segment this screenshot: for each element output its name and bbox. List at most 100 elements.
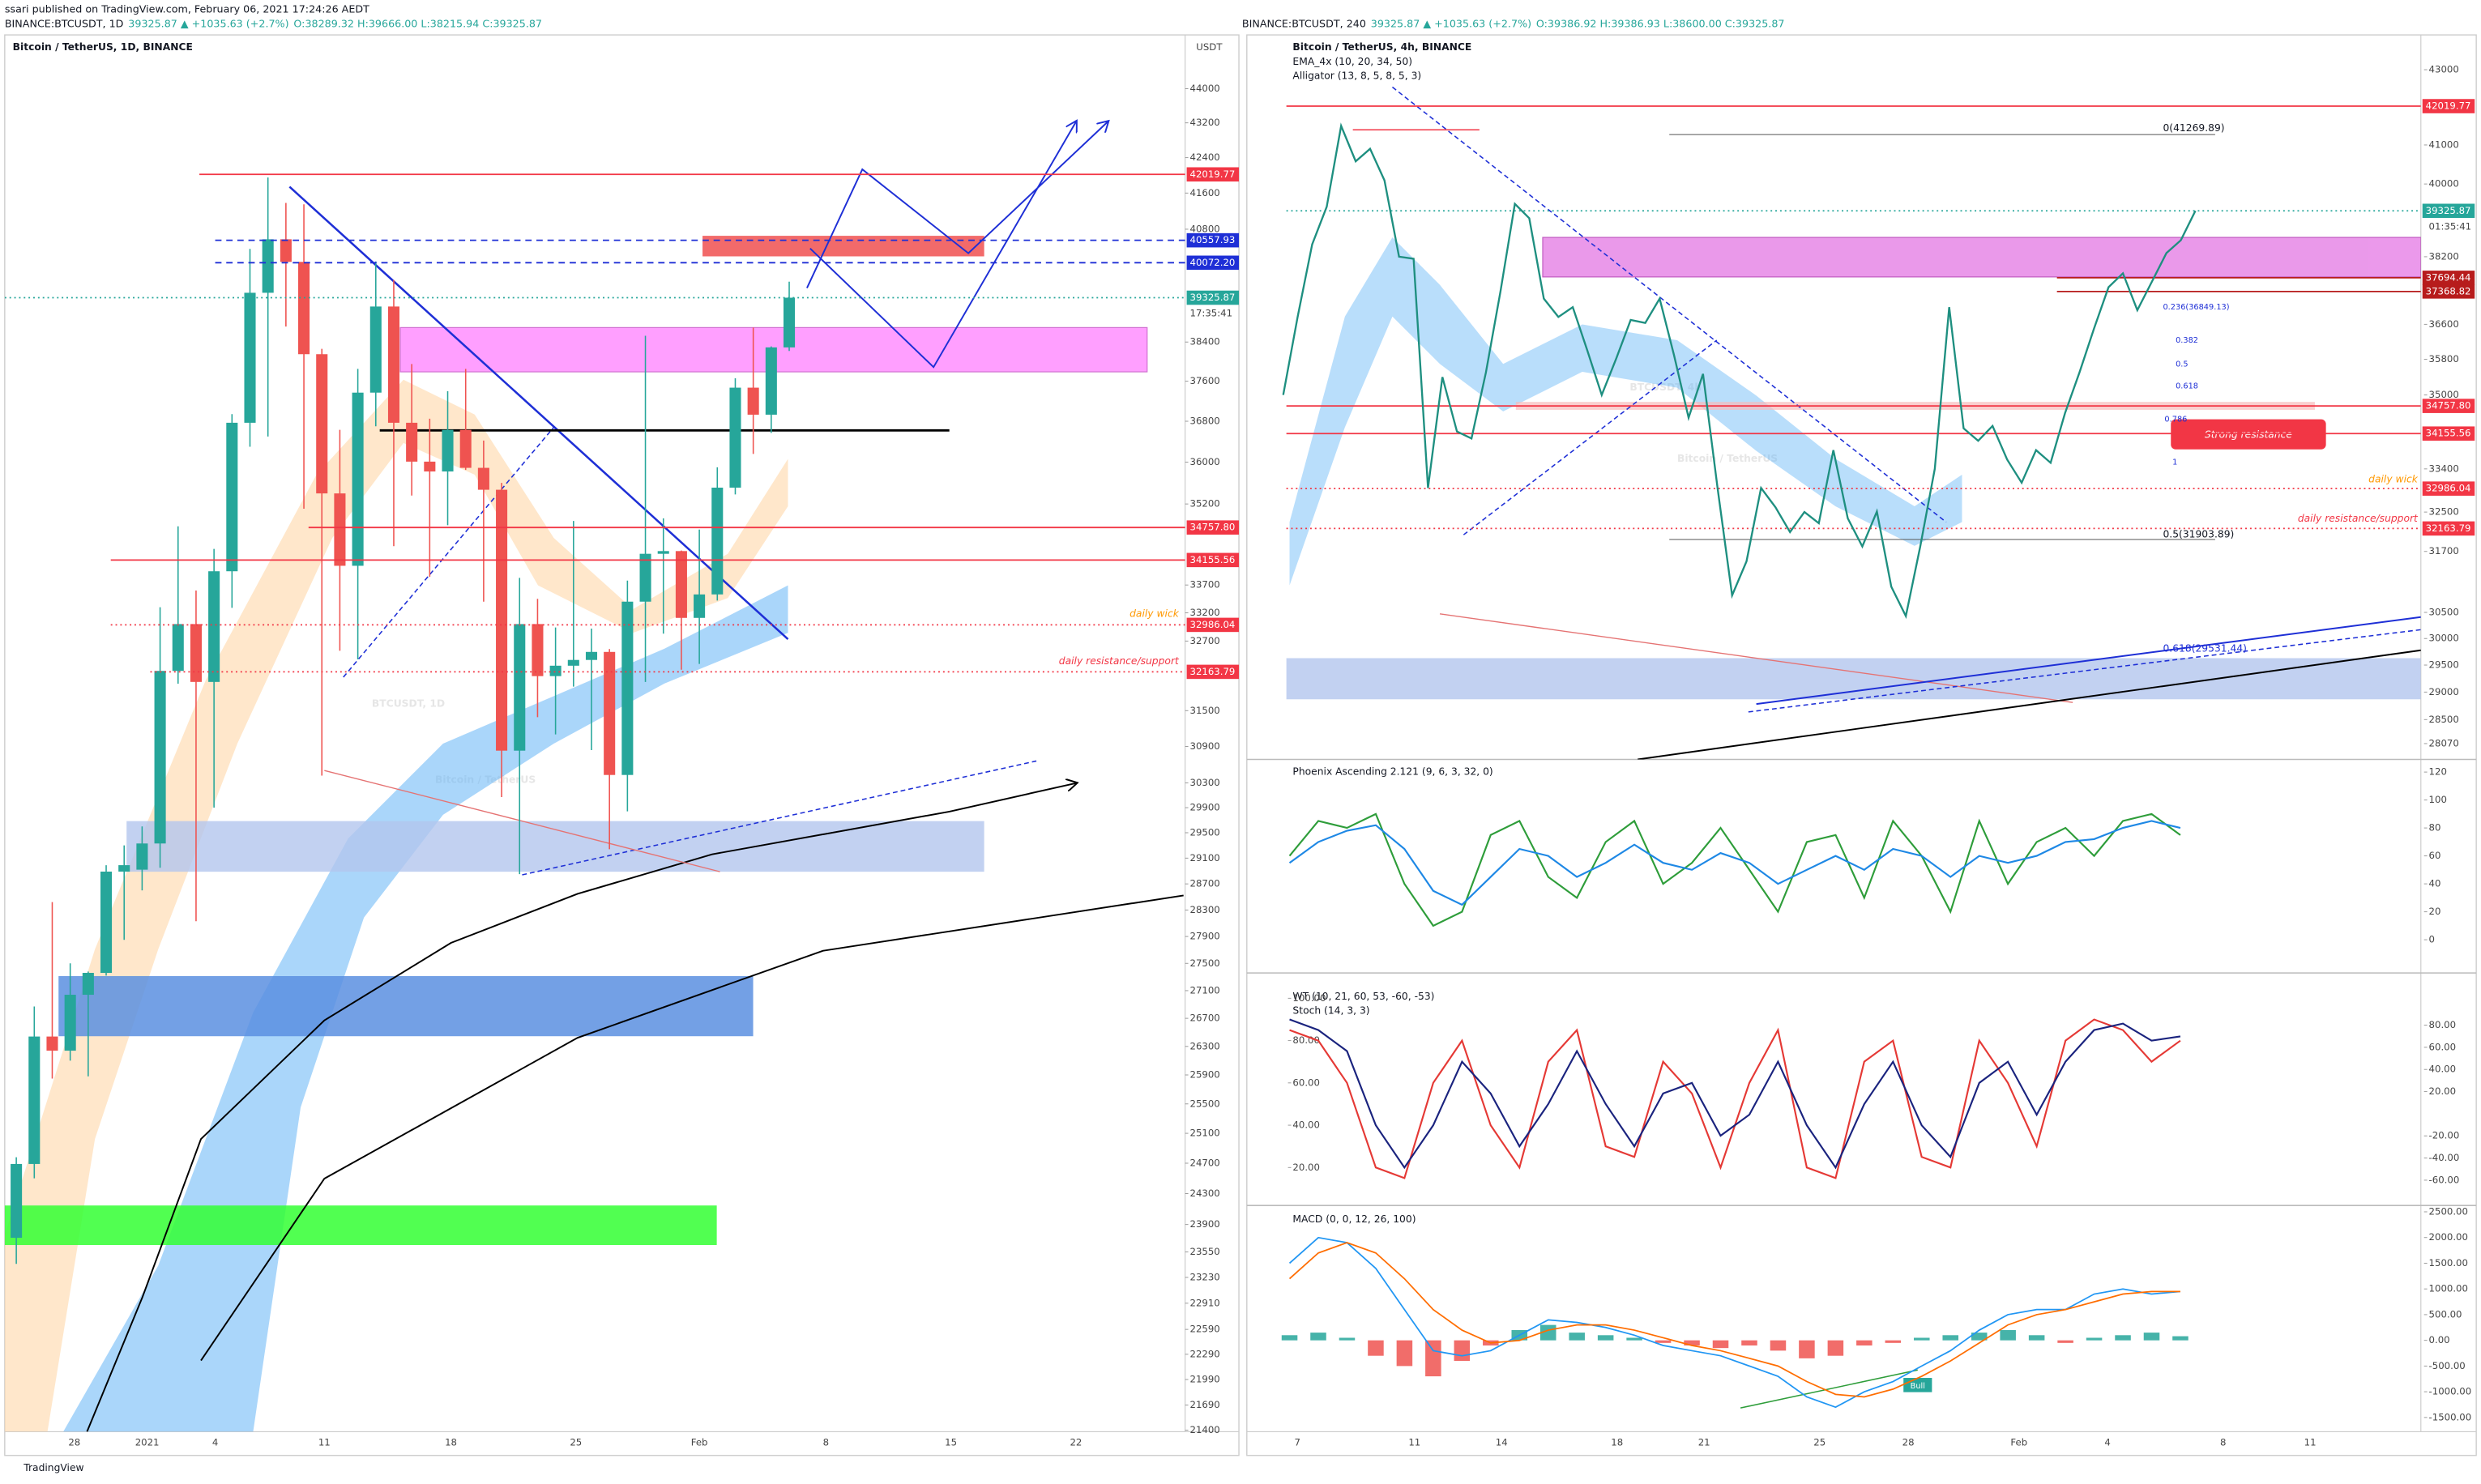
candle-body [657, 551, 669, 554]
y-tick-label: 38200 [2429, 250, 2459, 262]
candle-body [639, 553, 651, 602]
candle-body [154, 671, 166, 844]
y-tick-label: 30000 [2429, 633, 2459, 644]
y-tick-label: 40000 [2429, 178, 2459, 190]
histogram-bar [1971, 1333, 1988, 1341]
candle-body [783, 297, 796, 348]
histogram-bar [2028, 1335, 2045, 1341]
curve [86, 783, 1076, 1432]
candle-body [136, 843, 148, 870]
histogram-bar [1396, 1340, 1413, 1367]
x-tick-label: 11 [1408, 1437, 1420, 1448]
y-tick-label: 100 [2429, 794, 2447, 805]
x-tick-label: 11 [2304, 1437, 2317, 1448]
y-tick-label: 500.00 [2429, 1308, 2462, 1320]
zone-red [702, 236, 984, 257]
candle-body [406, 422, 418, 462]
y-tick-label: 33200 [1190, 607, 1220, 618]
candle-body [28, 1036, 41, 1164]
quote-line: BINANCE:BTCUSDT, 240 39325.87 ▲ +1035.63 … [1242, 17, 1785, 29]
y-tick-label: 28700 [1190, 878, 1220, 889]
y-tick-label: 25500 [1190, 1098, 1220, 1109]
candle-body [82, 973, 94, 996]
y-tick-label: 25100 [1190, 1128, 1220, 1139]
y-tick-label: 35000 [2429, 389, 2459, 400]
histogram-bar [1856, 1340, 1872, 1345]
fib-label: 0.618(29531.44) [2163, 642, 2246, 654]
y-tick-label: 60 [2429, 850, 2441, 861]
x-tick-label: 28 [68, 1437, 80, 1448]
y-tick-label: 27500 [1190, 957, 1220, 969]
y-tick-label: 24700 [1190, 1157, 1220, 1168]
y-tick-label: 21690 [1190, 1399, 1220, 1410]
candle-body [604, 651, 616, 775]
y-tick-label: 0 [2429, 934, 2435, 945]
fib-label: 0.786 [2164, 416, 2187, 424]
price-tag-label: 34757.80 [1190, 522, 1236, 533]
trendline-dashed [1748, 629, 2421, 713]
study-title: MACD (0, 0, 12, 26, 100) [1292, 1213, 1416, 1225]
y-tick-label: 22590 [1190, 1324, 1220, 1335]
chart-title: Bitcoin / TetherUS, 4h, BINANCE [1292, 41, 1471, 53]
x-tick-label: 8 [823, 1437, 829, 1448]
x-tick-label: 18 [1611, 1437, 1623, 1448]
countdown: 17:35:41 [1190, 308, 1233, 319]
candle-body [298, 262, 310, 355]
y-tick-label: 2000.00 [2429, 1231, 2468, 1243]
candle-body [442, 429, 454, 472]
quote-symbol: BINANCE:BTCUSDT, 1D [5, 17, 124, 29]
fib-label: 0.236(36849.13) [2163, 303, 2229, 312]
currency-label: USDT [1196, 41, 1223, 53]
price-tag [1186, 617, 1240, 633]
y-tick-label: 26300 [1190, 1040, 1220, 1051]
price-tag [2422, 203, 2475, 219]
candle-body [316, 354, 328, 494]
price-tag-label: 32986.04 [1190, 619, 1236, 630]
y-tick-label: 29500 [1190, 826, 1220, 838]
price-tag [1186, 255, 1240, 271]
y-tick-label: 29000 [2429, 686, 2459, 697]
x-tick-label: 11 [318, 1437, 331, 1448]
y-tick-label: 29500 [2429, 659, 2459, 671]
price-tag-label: 42019.77 [1190, 168, 1236, 180]
x-tick-label: 22 [1070, 1437, 1082, 1448]
price-line-series [1282, 122, 2197, 620]
histogram-bar [1885, 1340, 1902, 1343]
candle-body [675, 551, 687, 618]
fib-label: 0(41269.89) [2163, 122, 2224, 134]
y-tick-label: 27900 [1190, 931, 1220, 942]
y-tick-label: 30900 [1190, 740, 1220, 752]
price-tag-label: 39325.87 [2426, 205, 2471, 216]
candle-body [64, 995, 76, 1051]
annotation: daily resistance/support [2298, 513, 2419, 524]
price-tag-label: 40557.93 [1190, 234, 1236, 245]
candle-body [352, 392, 364, 566]
watermark-sub: Bitcoin / TetherUS [1677, 453, 1778, 464]
candle-body [585, 651, 598, 660]
histogram-bar [1626, 1337, 1642, 1341]
y-tick-label: 41000 [2429, 139, 2459, 150]
histogram-bar [1339, 1337, 1356, 1341]
y-tick-label: -500.00 [2429, 1360, 2466, 1371]
price-tag [2422, 399, 2475, 413]
histogram-bar [2115, 1335, 2131, 1341]
histogram-bar [1770, 1340, 1787, 1351]
quote-symbol: BINANCE:BTCUSDT, 240 [1242, 17, 1366, 29]
y-tick-label: 30500 [2429, 607, 2459, 618]
candle-body [729, 387, 741, 488]
annotation: Strong resistance [2205, 429, 2292, 441]
annotation: daily wick [2368, 473, 2419, 484]
price-tag [2422, 481, 2475, 496]
fib-label: 1 [2172, 458, 2177, 467]
fib-label: 0.618 [2176, 382, 2198, 391]
quote-ohlc: O:39386.92 H:39386.93 L:38600.00 C:39325… [1536, 17, 1785, 29]
candle-body [208, 571, 220, 682]
candle-body [226, 422, 238, 572]
x-tick-label: 7 [1295, 1437, 1300, 1448]
study-label: EMA_4x (10, 20, 34, 50) [1292, 56, 1412, 67]
study-label: Alligator (13, 8, 5, 8, 5, 3) [1292, 70, 1421, 81]
y-tick-label: 26700 [1190, 1013, 1220, 1024]
ema-cloud [1289, 237, 1962, 586]
candle-body [244, 292, 256, 423]
fib-label: 0.382 [2176, 336, 2198, 345]
